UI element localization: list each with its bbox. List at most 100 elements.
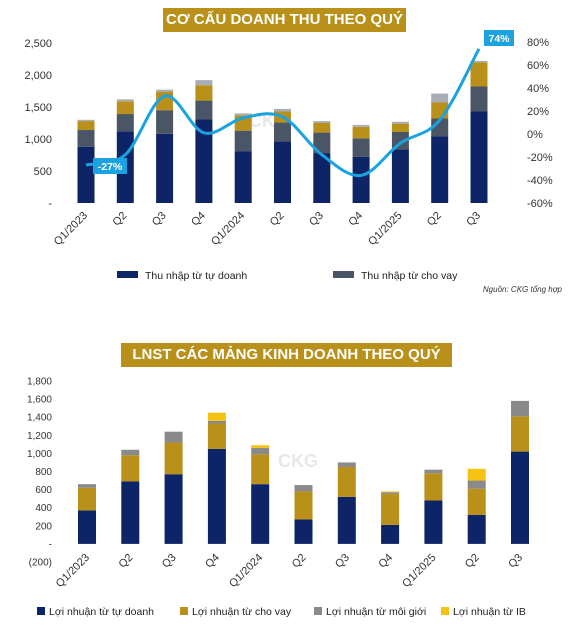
x-tick-label: Q2 bbox=[117, 552, 136, 571]
bar-series3-3 bbox=[195, 85, 213, 101]
x-tick-label: Q2 bbox=[290, 552, 309, 571]
bar-series1-5 bbox=[294, 519, 313, 544]
y-right-tick-label: 40% bbox=[527, 83, 549, 95]
x-tick-label: Q2 bbox=[268, 210, 287, 229]
x-tick-label: Q1/2023 bbox=[52, 210, 90, 248]
bar-series2-3 bbox=[195, 100, 213, 120]
legend-label: Lợi nhuận từ tự doanh bbox=[49, 606, 154, 618]
y-left-tick-label: 1,500 bbox=[24, 102, 52, 114]
callout-box bbox=[484, 30, 514, 46]
bar-series2-6 bbox=[313, 132, 331, 154]
legend-swatch bbox=[37, 607, 45, 615]
x-tick-label: Q3 bbox=[160, 552, 179, 571]
y-tick-label: 200 bbox=[35, 521, 52, 532]
legend-swatch bbox=[180, 607, 188, 615]
callout-label: -27% bbox=[98, 161, 123, 173]
legend-swatch bbox=[441, 607, 449, 615]
bar-series3-10 bbox=[470, 62, 488, 87]
bar-series2-5 bbox=[294, 491, 313, 520]
bar-series4-10 bbox=[470, 60, 488, 63]
bar-series3-2 bbox=[164, 431, 183, 443]
bar-series1-6 bbox=[313, 153, 331, 203]
legend-label: Lợi nhuận từ cho vay bbox=[192, 606, 292, 618]
source-note: Nguồn: CKG tổng hợp bbox=[483, 285, 563, 294]
x-tick-label: Q4 bbox=[203, 552, 222, 571]
bar-series1-6 bbox=[337, 496, 356, 544]
y-right-tick-label: -60% bbox=[527, 198, 553, 210]
bar-series1-2 bbox=[156, 133, 174, 203]
x-tick-label: Q1/2024 bbox=[227, 552, 265, 590]
bar-series1-10 bbox=[470, 111, 488, 203]
bar-series1-1 bbox=[121, 481, 140, 544]
y-left-tick-label: 2,000 bbox=[24, 70, 52, 82]
x-tick-label: Q2 bbox=[425, 210, 444, 229]
bar-series3-0 bbox=[78, 484, 96, 488]
bar-series1-5 bbox=[274, 141, 291, 203]
bar-series1-9 bbox=[431, 136, 449, 203]
bar-series2-2 bbox=[156, 110, 174, 134]
x-tick-label: Q3 bbox=[150, 210, 169, 229]
bar-series1-4 bbox=[234, 151, 252, 203]
y-right-tick-label: 60% bbox=[527, 60, 549, 72]
growth-line bbox=[85, 48, 481, 177]
y-tick-label: 1,600 bbox=[27, 395, 52, 406]
bar-series2-0 bbox=[77, 130, 95, 147]
bar-series4-8 bbox=[391, 121, 409, 124]
y-tick-label: 1,400 bbox=[27, 413, 52, 424]
y-tick-label: 600 bbox=[35, 485, 52, 496]
x-tick-label: Q3 bbox=[333, 552, 352, 571]
bar-series1-4 bbox=[251, 484, 270, 544]
y-right-tick-label: -40% bbox=[527, 175, 553, 187]
bar-series1-2 bbox=[164, 474, 183, 544]
bar-series3-7 bbox=[381, 492, 400, 495]
legend-swatch bbox=[333, 271, 354, 278]
y-right-tick-label: 80% bbox=[527, 37, 549, 49]
bar-series3-10 bbox=[511, 400, 529, 417]
y-tick-label: 400 bbox=[35, 503, 52, 514]
chart1-title: CƠ CẤU DOANH THU THEO QUÝ bbox=[163, 8, 406, 32]
y-right-tick-label: 0% bbox=[527, 129, 543, 141]
y-tick-label: 1,800 bbox=[27, 377, 52, 388]
bar-series2-10 bbox=[470, 86, 488, 112]
x-tick-label: Q3 bbox=[307, 210, 326, 229]
y-left-tick-label: 500 bbox=[34, 166, 52, 178]
x-tick-label: Q4 bbox=[189, 210, 208, 229]
bar-series2-6 bbox=[337, 466, 356, 497]
bar-series1-8 bbox=[424, 500, 443, 544]
y-left-tick-label: 1,000 bbox=[24, 134, 52, 146]
bar-series4-7 bbox=[381, 491, 400, 493]
bar-series4-1 bbox=[116, 99, 134, 102]
bar-series1-3 bbox=[195, 119, 213, 203]
bar-series3-6 bbox=[337, 462, 356, 467]
x-tick-label: Q2 bbox=[111, 210, 130, 229]
bar-series1-0 bbox=[77, 146, 95, 203]
bar-series3-8 bbox=[391, 123, 409, 132]
bar-series4-3 bbox=[195, 80, 213, 86]
bar-series3-5 bbox=[294, 485, 313, 492]
bar-series2-0 bbox=[78, 487, 96, 511]
y-left-tick-label: 2,500 bbox=[24, 38, 52, 50]
bar-series3-0 bbox=[77, 121, 95, 131]
x-tick-label: Q1/2025 bbox=[366, 210, 404, 248]
bar-series3-9 bbox=[467, 480, 486, 489]
bar-series1-10 bbox=[511, 451, 529, 544]
bar-series1-7 bbox=[352, 156, 370, 203]
bar-series2-5 bbox=[274, 122, 291, 142]
bar-series3-1 bbox=[116, 101, 134, 115]
y-tick-label: (200) bbox=[29, 558, 52, 569]
bar-series1-7 bbox=[381, 524, 400, 544]
bar-series3-3 bbox=[207, 420, 226, 424]
callout-label: 74% bbox=[488, 33, 510, 45]
x-tick-label: Q1/2024 bbox=[209, 210, 247, 248]
x-tick-label: Q3 bbox=[506, 552, 525, 571]
bar-series3-7 bbox=[352, 126, 370, 139]
y-tick-label: 1,200 bbox=[27, 431, 52, 442]
legend-label: Thu nhập từ tự doanh bbox=[145, 270, 247, 282]
watermark: CKG bbox=[278, 451, 318, 471]
legend-label: Lợi nhuận từ môi giới bbox=[326, 606, 426, 618]
bar-series4-0 bbox=[77, 119, 95, 122]
bar-series1-0 bbox=[78, 510, 96, 544]
bar-series4-9 bbox=[467, 468, 486, 481]
x-tick-label: Q3 bbox=[464, 210, 483, 229]
